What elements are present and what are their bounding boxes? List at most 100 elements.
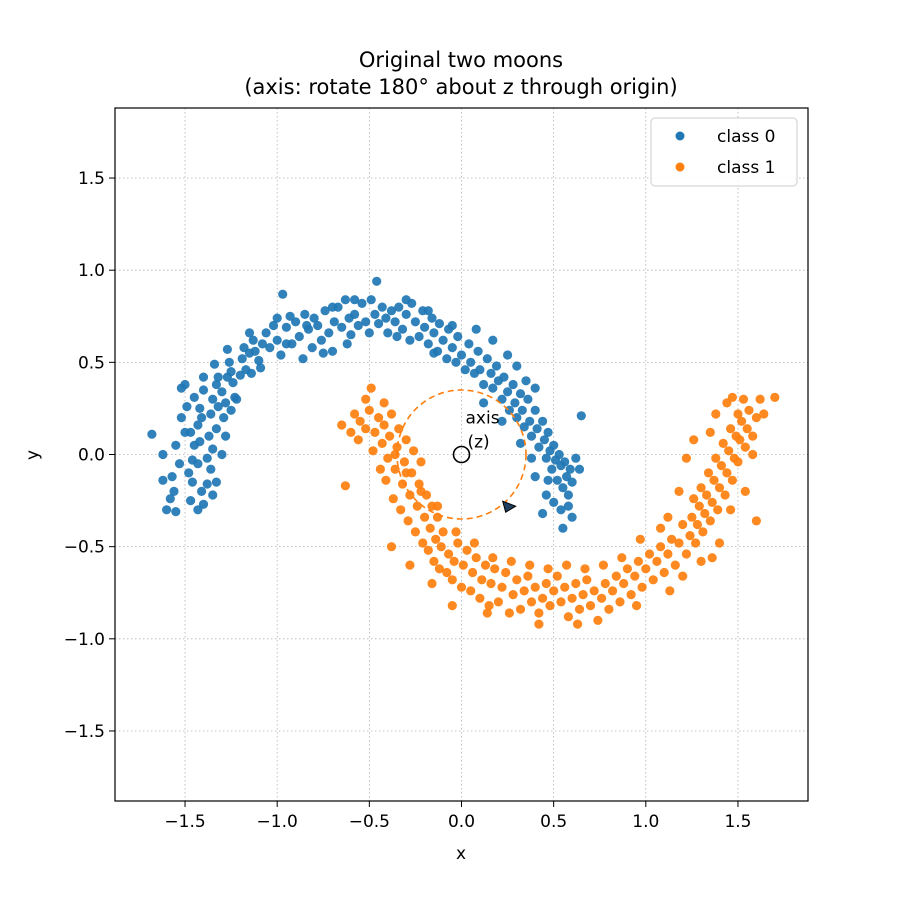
data-point-class-1 [462, 545, 472, 555]
data-point-class-1 [468, 567, 478, 578]
legend-label-class-1: class 1 [717, 158, 775, 178]
axis-origin-marker [452, 445, 471, 464]
data-point-class-1 [501, 567, 511, 578]
data-point-class-0 [547, 464, 557, 474]
data-point-class-0 [307, 343, 317, 353]
data-point-class-0 [226, 405, 236, 415]
data-point-class-0 [377, 302, 387, 312]
data-point-class-1 [361, 424, 371, 434]
data-point-class-0 [526, 453, 537, 463]
data-point-class-0 [372, 276, 382, 286]
data-point-class-0 [202, 453, 212, 463]
data-point-class-0 [466, 357, 476, 367]
data-point-class-1 [735, 435, 745, 445]
x-tick-label: 0.0 [448, 812, 475, 832]
data-point-class-1 [696, 556, 706, 567]
data-point-class-0 [558, 483, 568, 493]
data-point-class-1 [525, 560, 535, 570]
data-point-class-1 [632, 601, 642, 611]
data-point-class-1 [652, 556, 662, 567]
data-point-class-0 [228, 378, 238, 388]
data-point-class-0 [300, 309, 310, 319]
rotation-arrow-head [501, 500, 517, 513]
data-point-class-0 [353, 320, 363, 331]
data-point-class-0 [187, 477, 197, 487]
data-point-class-0 [383, 328, 393, 338]
legend: class 0 class 1 [650, 117, 798, 187]
data-point-class-1 [545, 601, 555, 611]
data-point-class-0 [460, 365, 470, 375]
data-point-class-1 [597, 593, 607, 603]
data-point-class-0 [206, 409, 216, 419]
data-point-class-0 [541, 490, 551, 500]
data-point-class-0 [429, 328, 439, 338]
data-point-class-1 [720, 490, 730, 500]
data-point-class-0 [171, 440, 181, 450]
data-point-class-0 [420, 322, 430, 332]
data-point-class-1 [429, 556, 439, 567]
data-point-class-0 [508, 379, 518, 390]
data-point-class-1 [432, 501, 443, 511]
data-point-class-1 [337, 420, 347, 430]
data-point-class-0 [571, 453, 581, 463]
data-point-class-0 [189, 392, 199, 402]
data-point-class-0 [276, 350, 286, 360]
data-point-class-0 [211, 424, 221, 434]
data-point-class-1 [397, 479, 408, 489]
data-point-class-1 [392, 442, 402, 452]
data-point-class-0 [158, 449, 168, 460]
data-point-class-0 [390, 317, 400, 327]
data-point-class-1 [403, 516, 413, 526]
data-point-class-0 [488, 383, 498, 393]
data-point-class-1 [425, 523, 435, 533]
data-point-class-0 [364, 328, 374, 338]
data-point-class-1 [702, 490, 712, 500]
data-point-class-0 [184, 468, 194, 478]
data-point-class-1 [390, 449, 400, 460]
data-point-class-0 [560, 457, 570, 467]
data-point-class-1 [370, 427, 380, 437]
data-point-class-0 [180, 427, 190, 437]
data-point-class-1 [383, 453, 393, 463]
data-point-class-0 [265, 343, 275, 353]
data-point-class-1 [340, 481, 350, 491]
data-point-class-0 [556, 505, 566, 515]
data-point-class-1 [410, 527, 420, 537]
data-point-class-0 [523, 394, 533, 404]
data-point-class-1 [656, 523, 666, 533]
data-point-class-1 [635, 534, 645, 544]
data-point-class-0 [464, 339, 474, 349]
data-point-class-1 [543, 564, 553, 574]
data-point-class-0 [350, 309, 360, 319]
data-point-class-1 [740, 486, 750, 496]
data-point-class-1 [598, 560, 609, 570]
data-point-class-0 [392, 331, 402, 342]
data-point-class-0 [554, 449, 564, 460]
data-point-class-1 [751, 413, 762, 423]
data-point-class-0 [316, 335, 326, 345]
data-point-class-1 [714, 538, 725, 548]
data-point-class-1 [714, 483, 725, 493]
data-point-class-0 [217, 449, 227, 460]
data-point-class-1 [726, 424, 736, 434]
data-point-class-1 [770, 392, 780, 402]
data-point-class-1 [449, 556, 459, 567]
x-tick-label: −0.5 [349, 812, 390, 832]
data-point-class-0 [366, 295, 376, 305]
data-point-class-0 [197, 413, 207, 423]
data-point-class-1 [755, 394, 765, 404]
data-point-class-1 [727, 475, 738, 485]
data-point-class-1 [552, 571, 562, 581]
data-point-class-1 [748, 449, 758, 460]
data-point-class-1 [738, 394, 749, 404]
data-point-class-1 [475, 593, 485, 603]
data-point-class-1 [447, 601, 457, 611]
data-point-class-0 [268, 320, 279, 331]
data-point-class-1 [733, 457, 743, 467]
data-point-class-0 [257, 339, 267, 349]
data-point-class-1 [431, 534, 441, 544]
data-point-class-0 [405, 335, 415, 345]
data-point-class-1 [670, 560, 680, 570]
data-point-class-1 [711, 409, 721, 419]
data-point-class-1 [519, 586, 529, 596]
